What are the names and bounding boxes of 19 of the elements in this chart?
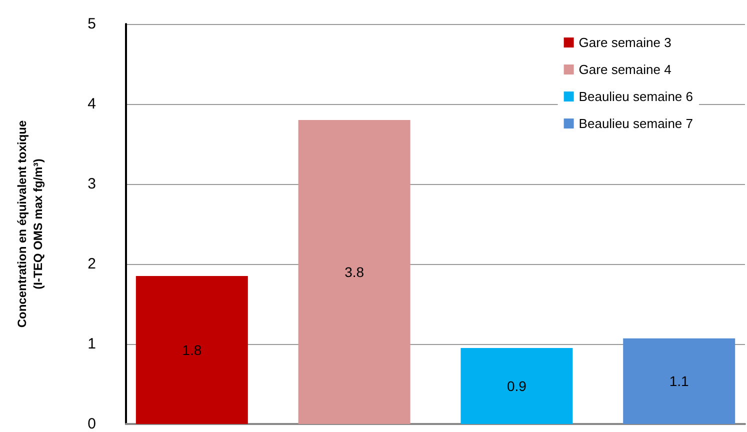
data-label: 1.1 <box>669 373 690 390</box>
y-tick-label: 2 <box>88 256 96 272</box>
data-label: 0.9 <box>506 378 527 394</box>
y-tick-label: 0 <box>88 416 96 432</box>
bar <box>460 348 573 424</box>
y-axis-title: Concentration en équivalent toxique (I-TEQ OMS max fg/m³) <box>15 120 45 328</box>
y-tick-label: 4 <box>88 96 96 112</box>
y-tick-label: 5 <box>88 16 96 32</box>
bar <box>298 120 410 424</box>
data-label: 1.8 <box>182 342 202 358</box>
y-tick-label: 3 <box>88 176 96 192</box>
bar <box>623 338 736 424</box>
legend-label: Gare semaine 3 <box>578 35 672 50</box>
legend-label: Gare semaine 4 <box>578 62 672 77</box>
legend-label: Beaulieu semaine 6 <box>578 89 694 104</box>
legend-label: Beaulieu semaine 7 <box>578 116 694 131</box>
data-label: 3.8 <box>344 264 364 280</box>
y-tick-label: 1 <box>88 336 96 352</box>
bar <box>136 276 248 424</box>
